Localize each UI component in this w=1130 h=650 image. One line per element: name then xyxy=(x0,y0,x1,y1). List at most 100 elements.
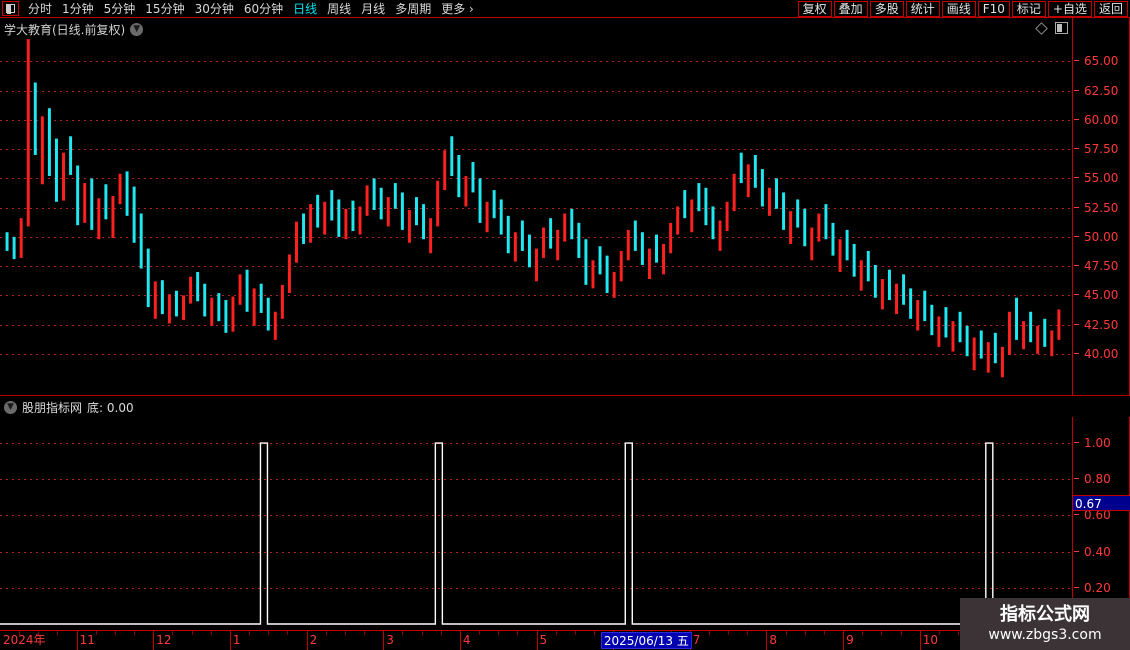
indicator-tick-label: 0.20 xyxy=(1073,581,1130,595)
period-tab-0[interactable]: 分时 xyxy=(28,1,53,16)
price-tick-label: 65.00 xyxy=(1073,54,1130,68)
indicator-tick-label: 0.40 xyxy=(1073,545,1130,559)
period-tab-1[interactable]: 1分钟 xyxy=(62,1,94,16)
axis-tick xyxy=(134,631,136,635)
axis-tick xyxy=(958,631,960,635)
watermark-title: 指标公式网 xyxy=(1000,604,1090,625)
gridline xyxy=(0,515,1072,517)
axis-separator xyxy=(459,631,461,650)
toolbar-button-2[interactable]: 多股 xyxy=(869,1,904,17)
axis-tick xyxy=(498,631,500,635)
axis-tick xyxy=(19,631,21,635)
chart-title: 学大教育(日线.前复权) ▼ xyxy=(4,21,144,38)
period-tab-7[interactable]: 周线 xyxy=(327,1,352,16)
axis-tick xyxy=(862,631,864,635)
diamond-icon[interactable] xyxy=(1035,21,1048,35)
price-tick-label: 50.00 xyxy=(1073,230,1130,244)
indicator-value-box: 0.67 xyxy=(1073,494,1130,511)
gridline xyxy=(0,236,1072,238)
price-y-axis: 65.00 62.50 60.00 57.50 55.00 52.50 50.00 47.50… xyxy=(1073,18,1130,395)
panel-toggle-icon[interactable] xyxy=(1055,22,1068,34)
panel-toggle-icon[interactable] xyxy=(2,1,19,16)
gridline xyxy=(0,207,1072,209)
gridline xyxy=(0,479,1072,481)
axis-separator xyxy=(229,631,231,650)
gridline xyxy=(0,324,1072,326)
gridline xyxy=(0,295,1072,297)
toolbar-button-6[interactable]: 标记 xyxy=(1011,1,1046,17)
indicator-value-label: 底: 0.00 xyxy=(87,401,134,415)
period-tab-6[interactable]: 日线 xyxy=(293,1,318,16)
toolbar-button-3[interactable]: 统计 xyxy=(905,1,940,17)
period-tab-10[interactable]: 更多 › xyxy=(441,1,474,16)
date-label: 7 xyxy=(692,633,701,647)
axis-tick xyxy=(747,631,749,635)
chevron-down-circle-icon[interactable]: ▼ xyxy=(130,23,144,36)
axis-tick xyxy=(708,631,710,635)
indicator-tick-label: 0.80 xyxy=(1073,472,1130,486)
axis-tick xyxy=(728,631,730,635)
axis-separator xyxy=(76,631,78,650)
axis-tick xyxy=(364,631,366,635)
price-tick-label: 62.50 xyxy=(1073,84,1130,98)
axis-separator xyxy=(153,631,155,650)
indicator-series xyxy=(0,442,1072,625)
gridline xyxy=(0,178,1072,180)
date-label: 1 xyxy=(232,633,241,647)
selected-date-box: 2025/06/13 五 xyxy=(600,632,692,649)
toolbar-button-5[interactable]: F10 xyxy=(977,1,1010,17)
price-panel: 学大教育(日线.前复权) ▼ 65.00 62.50 60.00 57.50 55.00… xyxy=(0,18,1130,395)
indicator-panel: ▼ 股朋指标网 底: 0.00 1.00 0.80 0.60 0.40 0.20 0.67 xyxy=(0,395,1130,630)
toolbar-button-7[interactable]: +自选 xyxy=(1047,1,1092,17)
price-plot-area[interactable] xyxy=(0,18,1073,395)
indicator-plot-area[interactable] xyxy=(0,417,1073,630)
axis-tick xyxy=(823,631,825,635)
axis-tick xyxy=(804,631,806,635)
period-tab-2[interactable]: 5分钟 xyxy=(103,1,136,16)
date-label: 2024年 xyxy=(3,633,46,647)
toolbar-button-1[interactable]: 叠加 xyxy=(833,1,868,17)
axis-separator xyxy=(306,631,308,650)
gridline xyxy=(0,119,1072,121)
watermark-url: www.zbgs3.com xyxy=(988,627,1102,643)
price-tick-label: 42.50 xyxy=(1073,318,1130,332)
date-label: 10 xyxy=(922,633,938,647)
period-tab-9[interactable]: 多周期 xyxy=(395,1,432,16)
price-tick-label: 57.50 xyxy=(1073,142,1130,156)
price-tick-label: 55.00 xyxy=(1073,171,1130,185)
axis-tick xyxy=(881,631,883,635)
toolbar-button-4[interactable]: 画线 xyxy=(941,1,976,17)
panel-header-icons xyxy=(1035,21,1068,35)
period-tab-4[interactable]: 30分钟 xyxy=(194,1,234,16)
axis-tick xyxy=(421,631,423,635)
axis-tick xyxy=(938,631,940,635)
period-tab-8[interactable]: 月线 xyxy=(361,1,386,16)
indicator-tick-label: 0.60 xyxy=(1073,508,1130,522)
axis-tick xyxy=(249,631,251,635)
date-axis[interactable]: 2024年111212345678910112025/06/13 五 xyxy=(0,630,1130,650)
axis-tick xyxy=(287,631,289,635)
axis-tick xyxy=(172,631,174,635)
chevron-down-circle-icon[interactable]: ▼ xyxy=(4,401,17,414)
axis-separator xyxy=(766,631,768,650)
price-tick-label: 40.00 xyxy=(1073,347,1130,361)
toolbar-button-8[interactable]: 返回 xyxy=(1093,1,1128,17)
axis-tick xyxy=(402,631,404,635)
candlestick-series xyxy=(5,39,1061,378)
price-tick-label: 45.00 xyxy=(1073,288,1130,302)
date-label: 12 xyxy=(156,633,172,647)
period-tab-3[interactable]: 15分钟 xyxy=(145,1,185,16)
axis-separator xyxy=(383,631,385,650)
gridline xyxy=(0,551,1072,553)
axis-tick xyxy=(517,631,519,635)
date-label: 3 xyxy=(386,633,394,647)
axis-tick xyxy=(325,631,327,635)
period-tab-5[interactable]: 60分钟 xyxy=(243,1,284,16)
indicator-y-axis: 1.00 0.80 0.60 0.40 0.20 0.67 xyxy=(1073,417,1130,630)
date-label: 9 xyxy=(846,633,854,647)
gridline xyxy=(0,587,1072,589)
toolbar-button-0[interactable]: 复权 xyxy=(797,1,832,17)
watermark: 指标公式网 www.zbgs3.com xyxy=(960,598,1130,650)
axis-tick xyxy=(57,631,59,635)
date-label: 4 xyxy=(462,633,471,647)
